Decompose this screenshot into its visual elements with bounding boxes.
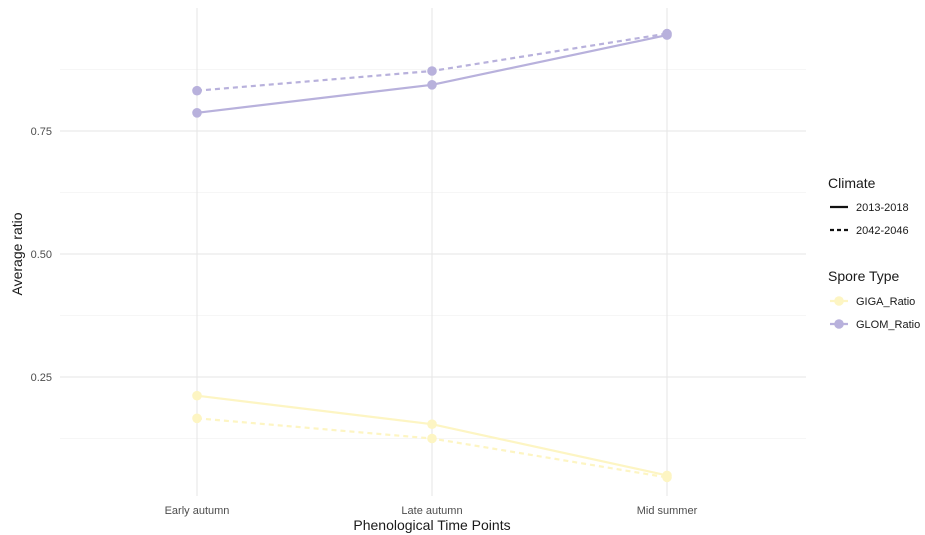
axes: Phenological Time Points Average ratio 0… bbox=[9, 126, 698, 533]
x-tick-label: Mid summer bbox=[637, 505, 698, 517]
legend-label-glom_ratio: GLOM_Ratio bbox=[856, 319, 920, 331]
data-point bbox=[427, 66, 437, 76]
series-layer bbox=[192, 28, 672, 483]
data-point bbox=[427, 419, 437, 430]
grid bbox=[60, 8, 806, 496]
legend-key-point-giga_ratio bbox=[834, 296, 844, 306]
x-axis-title: Phenological Time Points bbox=[353, 517, 510, 533]
legend-label-2013-2018: 2013-2018 bbox=[856, 202, 909, 214]
x-tick-label: Late autumn bbox=[401, 505, 462, 517]
data-point bbox=[192, 413, 202, 424]
data-point bbox=[192, 390, 202, 401]
y-tick-label: 0.25 bbox=[31, 372, 52, 384]
y-tick-label: 0.75 bbox=[31, 126, 52, 138]
data-point bbox=[662, 472, 672, 483]
legend-title-spore-type: Spore Type bbox=[828, 268, 900, 284]
legend: Climate Spore Type 2013-2018 2042-2046 GIG… bbox=[828, 175, 920, 331]
y-tick-label: 0.50 bbox=[31, 249, 52, 261]
y-axis-title: Average ratio bbox=[9, 212, 25, 295]
legend-key-point-glom_ratio bbox=[834, 319, 844, 329]
legend-label-giga_ratio: GIGA_Ratio bbox=[856, 296, 915, 308]
legend-title-climate: Climate bbox=[828, 175, 876, 191]
data-point bbox=[192, 85, 202, 96]
series-points bbox=[192, 28, 672, 483]
x-tick-label: Early autumn bbox=[165, 505, 230, 517]
data-point bbox=[427, 433, 437, 444]
data-point bbox=[662, 28, 672, 39]
data-point bbox=[427, 80, 437, 90]
data-point bbox=[192, 108, 202, 118]
legend-label-2042-2046: 2042-2046 bbox=[856, 225, 909, 237]
